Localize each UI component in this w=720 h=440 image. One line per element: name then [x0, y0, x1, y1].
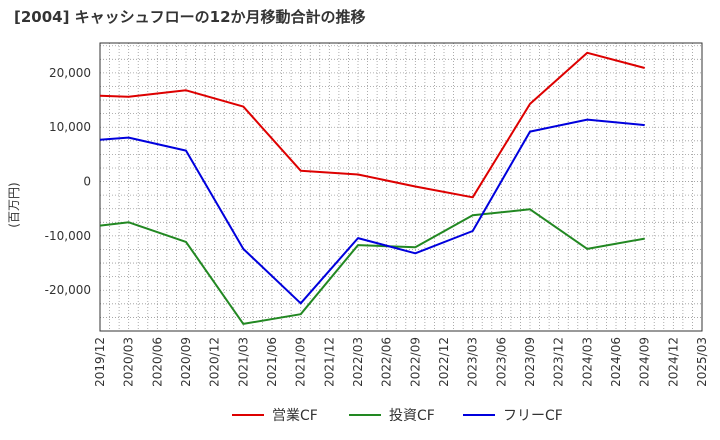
x-tick-label: 2023/09: [523, 337, 537, 387]
y-tick-label: 20,000: [49, 66, 91, 80]
x-tick-label: 2021/09: [294, 337, 308, 387]
x-tick-label: 2022/03: [351, 337, 365, 387]
y-axis-label: (百万円): [7, 182, 21, 227]
x-tick-label: 2020/06: [150, 337, 164, 387]
x-tick-label: 2019/12: [93, 337, 107, 387]
plot-border: [99, 42, 703, 332]
x-tick-label: 2024/12: [666, 337, 680, 387]
legend-label: 営業CF: [272, 408, 318, 424]
x-tick-label: 2023/03: [466, 337, 480, 387]
chart-title: [2004] キャッシュフローの12か月移動合計の推移: [14, 8, 366, 26]
x-tick-label: 2024/09: [638, 337, 652, 387]
legend-label: 投資CF: [389, 408, 435, 424]
legend: 営業CF 投資CF フリーCF: [232, 408, 563, 424]
vertical-gridlines: [109, 43, 693, 331]
y-tick-label: -20,000: [45, 283, 91, 297]
x-tick-label: 2022/06: [380, 337, 394, 387]
series-line-1: [99, 51, 645, 199]
x-tick-label: 2021/06: [265, 337, 279, 387]
legend-label: フリーCF: [503, 408, 563, 424]
x-tick-label: 2024/03: [580, 337, 594, 387]
x-tick-label: 2020/03: [122, 337, 136, 387]
x-tick-label: 2020/12: [208, 337, 222, 387]
x-tick-label: 2021/12: [322, 337, 336, 387]
x-tick-label: 2025/03: [695, 337, 709, 387]
x-tick-label: 2023/12: [552, 337, 566, 387]
series-line-3: [99, 118, 645, 305]
plot-area: [100, 43, 702, 331]
x-tick-label: 2020/09: [179, 337, 193, 387]
x-axis: 2019/12 2020/03 2020/06 2020/09 2020/12 2021/…: [93, 337, 709, 387]
x-tick-label: 2021/03: [236, 337, 250, 387]
y-tick-label: 10,000: [49, 120, 91, 134]
horizontal-gridlines: [100, 45, 702, 332]
y-axis: -20,000 -10,000 0 10,000 20,000: [45, 66, 91, 297]
y-tick-label: 0: [83, 175, 91, 189]
x-tick-label: 2024/06: [609, 337, 623, 387]
x-tick-label: 2023/06: [494, 337, 508, 387]
y-tick-label: -10,000: [45, 229, 91, 243]
x-tick-label: 2022/12: [437, 337, 451, 387]
series-lines: [99, 51, 645, 325]
series-line-2: [99, 208, 645, 325]
x-tick-label: 2022/09: [408, 337, 422, 387]
